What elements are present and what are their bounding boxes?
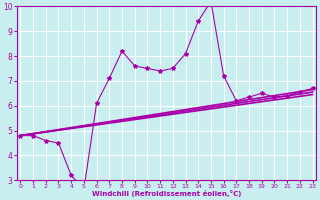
X-axis label: Windchill (Refroidissement éolien,°C): Windchill (Refroidissement éolien,°C): [92, 190, 241, 197]
